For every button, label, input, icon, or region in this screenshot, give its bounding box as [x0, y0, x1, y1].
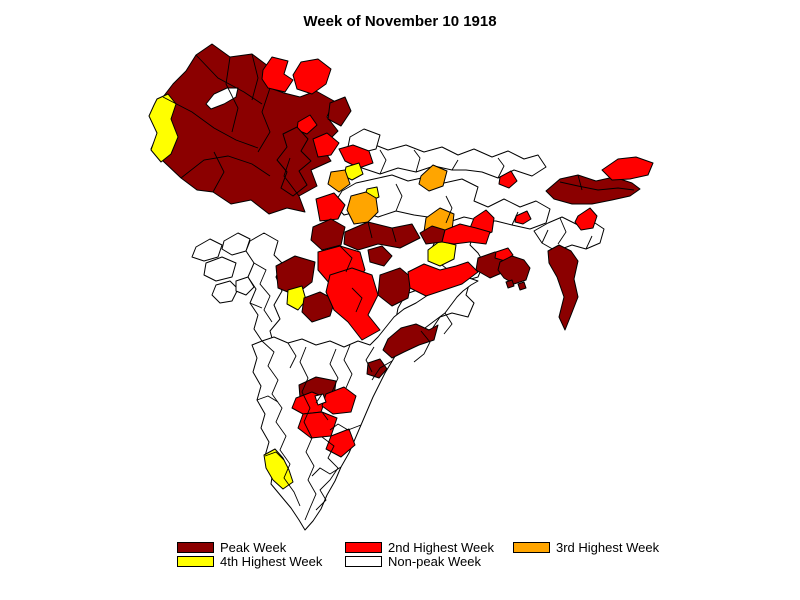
district-border-line [315, 436, 339, 511]
district-region-none [333, 174, 551, 230]
district-region-peak [505, 279, 515, 289]
district-border-line [391, 227, 397, 243]
district-region-peak [377, 267, 413, 307]
district-border-line [264, 451, 285, 461]
district-region-third [346, 191, 379, 225]
district-region-second [514, 210, 532, 225]
district-region-fourth [286, 285, 307, 311]
district-border-line [315, 393, 323, 404]
district-border-line [253, 262, 273, 323]
district-border-line [257, 87, 271, 153]
district-border-line [541, 229, 549, 244]
district-region-second [325, 428, 356, 458]
district-border-line [585, 235, 593, 250]
district-border-line [287, 342, 297, 369]
district-region-second [338, 144, 374, 169]
district-border-line [311, 466, 342, 477]
district-border-line [445, 195, 453, 224]
district-region-second [407, 261, 479, 297]
district-region-peak [367, 245, 393, 267]
district-border-line [371, 360, 393, 381]
district-region-peak [275, 255, 316, 296]
district-border-line [225, 56, 239, 133]
district-region-none [211, 280, 239, 304]
district-region-none [191, 238, 223, 262]
district-region-peak [419, 225, 446, 245]
district-border-line [261, 340, 301, 507]
district-border-line [511, 211, 519, 226]
district-region-second [321, 386, 357, 415]
district-border-line [256, 395, 279, 403]
district-border-line [395, 183, 403, 212]
district-border-line [497, 157, 505, 179]
district-region-none [203, 256, 237, 282]
district-border-line [283, 157, 300, 197]
district-region-peak [327, 96, 352, 127]
district-border-line [180, 155, 271, 179]
district-region-peak [497, 255, 531, 285]
district-region-peak [310, 218, 346, 251]
district-region-second [574, 207, 598, 231]
district-border-line [413, 149, 421, 173]
district-border-line [413, 330, 431, 363]
district-region-none [221, 232, 251, 256]
district-region-fourth [263, 448, 294, 490]
district-region-second [292, 58, 332, 95]
district-region-peak [517, 281, 527, 291]
district-region-second [441, 223, 491, 245]
district-region-none [348, 142, 547, 179]
district-border-line [577, 174, 583, 191]
district-region-second [325, 267, 381, 341]
district-border-line [299, 346, 317, 521]
district-border-line [351, 287, 363, 313]
district-border-line [251, 53, 259, 101]
district-region-third [327, 169, 351, 193]
district-region-fourth [148, 93, 179, 163]
district-border-line [451, 159, 459, 171]
district-region-peak [366, 358, 388, 379]
district-border-line [329, 348, 339, 393]
district-region-none [205, 87, 239, 110]
district-border-line [249, 302, 263, 309]
district-border-line [329, 423, 362, 431]
district-border-line [339, 245, 353, 273]
district-region-second [261, 56, 294, 93]
district-border-line [443, 312, 453, 335]
district-border-line [162, 96, 259, 149]
district-region-second [315, 192, 346, 222]
district-region-peak [382, 323, 439, 359]
district-region-second [312, 132, 340, 158]
district-border-line [559, 181, 635, 191]
district-region-none [235, 276, 255, 296]
district-region-peak [301, 291, 336, 323]
district-border-line [321, 411, 329, 421]
district-region-second [601, 156, 654, 181]
district-region-peak [343, 221, 421, 251]
district-border-line [367, 221, 373, 239]
district-border-line [365, 346, 375, 373]
map-title: Week of November 10 1918 [303, 13, 497, 30]
district-region-second [498, 170, 518, 189]
district-border-line [379, 149, 387, 175]
district-border-line [557, 217, 567, 245]
district-region-peak [276, 126, 312, 197]
district-border-line [343, 344, 353, 389]
district-region-peak [547, 244, 579, 331]
district-border-line [212, 151, 225, 193]
district-region-third [418, 164, 448, 192]
